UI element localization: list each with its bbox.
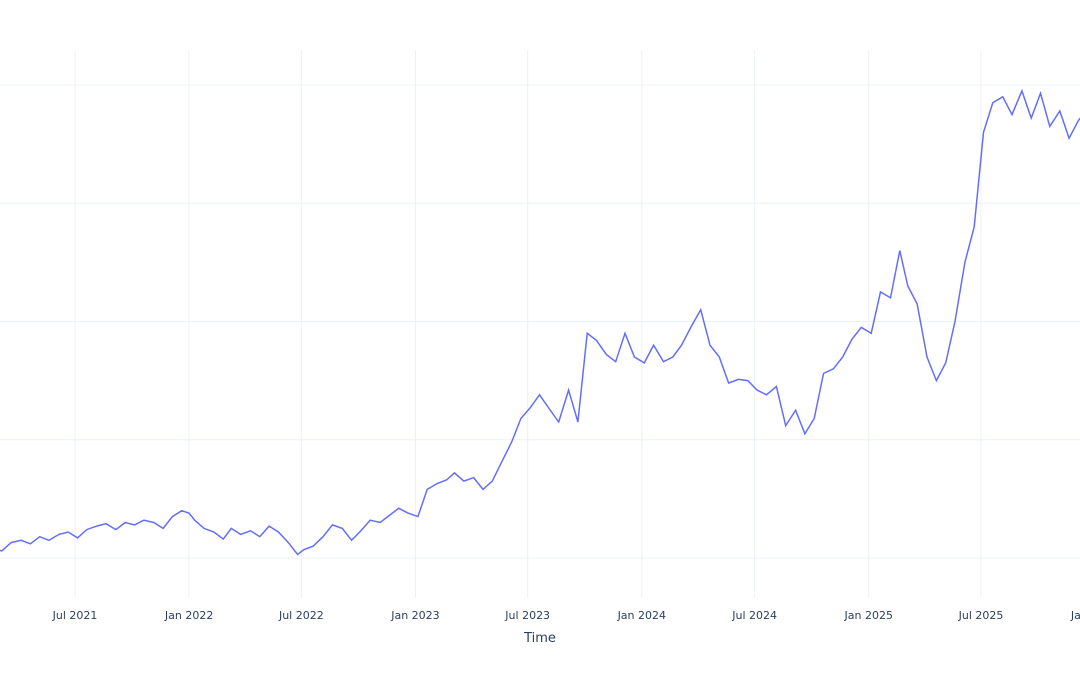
x-tick-label: Jan 2022 bbox=[164, 609, 213, 622]
x-tick-label: Jul 2023 bbox=[504, 609, 550, 622]
y-gridlines bbox=[0, 84, 1080, 559]
x-gridlines bbox=[74, 50, 982, 598]
x-tick-label: Jan 2023 bbox=[390, 609, 439, 622]
x-tick-label: Jul 2024 bbox=[731, 609, 777, 622]
x-tick-label: Jul 2025 bbox=[958, 609, 1004, 622]
x-tick-label: Jan 2024 bbox=[617, 609, 666, 622]
x-axis-title: Time bbox=[523, 631, 556, 646]
x-axis-tick-labels: Jul 2021 Jan 2022 Jul 2022 Jan 2023 Jul 2023… bbox=[52, 609, 1080, 622]
price-series-line bbox=[0, 88, 1080, 556]
x-tick-label: Jan 2026 bbox=[1070, 609, 1080, 622]
x-tick-label: Jul 2022 bbox=[278, 609, 324, 622]
x-tick-label: Jul 2021 bbox=[52, 609, 98, 622]
x-tick-label: Jan 2025 bbox=[844, 609, 893, 622]
